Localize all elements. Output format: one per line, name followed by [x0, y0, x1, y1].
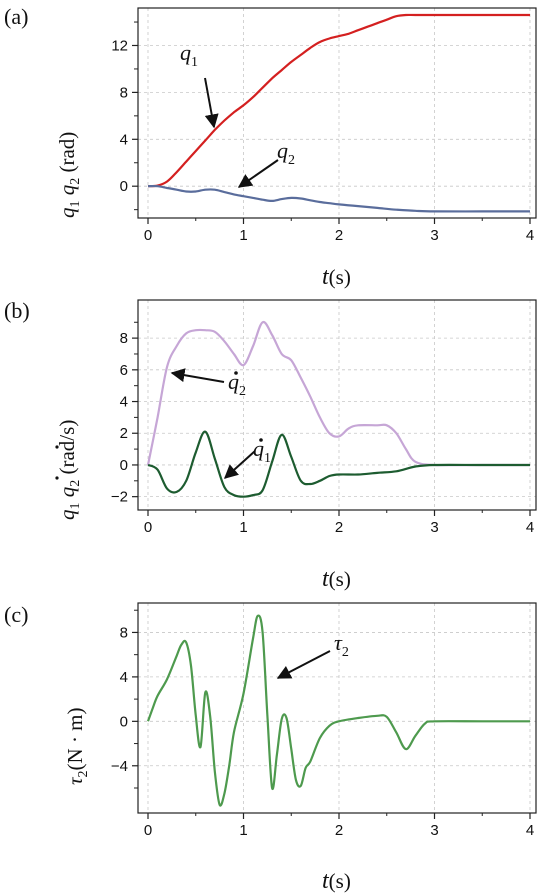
panel-a-series — [147, 13, 530, 213]
panel-a-xlabel: t(s) — [322, 264, 351, 290]
svg-text:q2: q2 — [228, 369, 246, 399]
y-tick-label: 4 — [120, 131, 128, 148]
dot-qd1 — [259, 438, 263, 442]
panel-c-ticks: 0 1 2 3 4 −4 0 4 8 — [111, 609, 534, 839]
y-tick-label: 6 — [120, 362, 128, 379]
ylabel-b-q2: q — [55, 486, 79, 497]
series-line-q1 — [147, 13, 530, 188]
ylabel-b-dot1 — [55, 476, 59, 480]
series-line-q2 — [147, 184, 530, 213]
annotation-q2: q2 — [237, 138, 295, 188]
panel-a-ylabel: q1 q2 (rad) — [55, 132, 83, 218]
dot-qd2 — [234, 371, 238, 375]
panel-a-frame — [137, 7, 537, 219]
arrow-q2 — [237, 159, 279, 188]
ylabel-c-unit: (N · m) — [63, 707, 87, 770]
series-line-q̇2 — [146, 320, 530, 467]
ylabel-b-q1: q — [55, 509, 79, 520]
ylabel-a-unit: (rad) — [55, 132, 79, 173]
panel-b-label: (b) — [4, 298, 30, 323]
panel-b-frame — [137, 299, 537, 511]
panel-b-series — [146, 320, 530, 498]
x-tick-label: 3 — [430, 227, 438, 244]
x-tick-label: 1 — [239, 227, 247, 244]
x-tick-label: 0 — [144, 519, 152, 536]
x-tick-label: 2 — [335, 227, 343, 244]
svg-text:q1: q1 — [180, 40, 198, 70]
panel-a-grid — [138, 8, 536, 218]
arrow-qd1 — [223, 450, 256, 479]
panel-c-ylabel: τ2(N · m) — [63, 707, 91, 785]
panel-b-ticks: 0 1 2 3 4 −2 0 2 4 6 8 — [111, 321, 534, 536]
x-tick-label: 2 — [335, 822, 343, 839]
x-tick-label: 3 — [430, 519, 438, 536]
arrow-qd2 — [170, 368, 225, 383]
svg-text:q2: q2 — [277, 138, 295, 168]
x-tick-label: 4 — [526, 822, 534, 839]
panel-c-series — [146, 614, 530, 807]
x-tick-label: 1 — [239, 822, 247, 839]
ylabel-b-sub1: 1 — [68, 503, 83, 510]
y-tick-label: 8 — [120, 624, 128, 641]
y-tick-label: 0 — [120, 457, 128, 474]
y-tick-label: 8 — [120, 84, 128, 101]
annotation-tau2: τ2 — [276, 630, 349, 679]
ylabel-c-sub: 2 — [76, 770, 91, 777]
x-tick-label: 3 — [430, 822, 438, 839]
x-tick-label: 2 — [335, 519, 343, 536]
y-tick-label: 4 — [120, 669, 128, 686]
ylabel-a-q2: q — [55, 184, 79, 195]
panel-c-frame — [137, 602, 537, 814]
panel-c-label: (c) — [4, 602, 28, 627]
arrow-tau2 — [276, 650, 331, 679]
panel-c-xlabel: t(s) — [322, 868, 351, 894]
y-tick-label: 0 — [120, 713, 128, 730]
y-tick-label: −2 — [111, 489, 128, 506]
panel-b-ylabel: q1 q2 (rad/s) — [55, 420, 83, 520]
ylabel-b-sub2: 2 — [68, 480, 83, 487]
x-tick-label: 4 — [526, 227, 534, 244]
series-line-τ2 — [146, 614, 530, 807]
arrow-q1 — [204, 77, 219, 129]
ylabel-b-unit: (rad/s) — [55, 420, 79, 475]
x-tick-label: 4 — [526, 519, 534, 536]
y-tick-label: 8 — [120, 330, 128, 347]
panel-b-grid — [138, 300, 536, 510]
x-tick-label: 1 — [239, 519, 247, 536]
annotation-qd2: q2 — [170, 368, 246, 399]
series-line-q̇1 — [147, 430, 530, 498]
ylabel-a-q1: q — [55, 207, 79, 218]
ylabel-a-sub1: 1 — [68, 201, 83, 208]
ylabel-b-dot2 — [55, 445, 59, 449]
ylabel-c-tau: τ — [63, 776, 87, 785]
x-tick-label: 0 — [144, 822, 152, 839]
panel-a-label: (a) — [4, 4, 28, 29]
svg-text:q1: q1 — [253, 436, 271, 466]
annotation-qd1: q1 — [223, 436, 271, 479]
annotation-q1: q1 — [180, 40, 219, 129]
ylabel-a-sub2: 2 — [68, 178, 83, 185]
panel-b-xlabel: t(s) — [322, 566, 351, 592]
x-tick-label: 0 — [144, 227, 152, 244]
y-tick-label: 0 — [120, 178, 128, 195]
y-tick-label: −4 — [111, 758, 128, 775]
y-tick-label: 4 — [120, 394, 128, 411]
svg-text:τ2: τ2 — [334, 630, 349, 660]
y-tick-label: 2 — [120, 425, 128, 442]
y-tick-label: 12 — [111, 37, 128, 54]
